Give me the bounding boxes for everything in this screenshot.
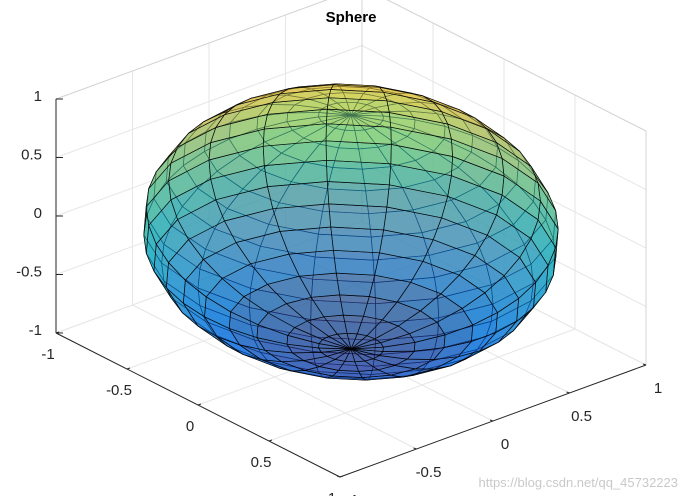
x-tick-mark (268, 439, 273, 442)
y-tick-label: 0 (501, 436, 509, 453)
z-tick-label: 0 (34, 205, 42, 222)
grid-line-z-right-wall (361, 45, 647, 190)
chart-title: Sphere (326, 9, 377, 26)
z-tick-label: -1 (29, 322, 42, 339)
surface-face (330, 226, 384, 254)
z-tick-label: 1 (34, 88, 42, 105)
y-tick-mark (566, 391, 570, 394)
surface-face (333, 249, 380, 276)
y-tick-label: -0.5 (416, 464, 442, 481)
surface-face (325, 140, 392, 165)
watermark-text: https://blog.csdn.net/qq_45732223 (479, 475, 679, 490)
surface-face (279, 226, 334, 255)
grid-line-y-floor (132, 304, 417, 450)
grid-line-z-left-wall (55, 45, 363, 158)
x-tick-mark (339, 475, 344, 478)
surface-face (326, 159, 392, 186)
surface-face (326, 181, 390, 208)
x-tick-mark (197, 403, 202, 406)
y-tick-label: 0.5 (571, 408, 592, 425)
surface-face (328, 89, 388, 102)
y-tick-mark (413, 447, 417, 450)
y-tick-mark (336, 475, 341, 478)
x-tick-label: 1 (328, 490, 336, 496)
box-edge-top-left (55, 0, 328, 100)
x-tick-label: -0.5 (106, 382, 132, 399)
x-tick-label: -1 (41, 346, 54, 363)
sphere-surface[interactable] (143, 83, 559, 381)
x-tick-label: 0.5 (251, 454, 272, 471)
x-tick-mark (55, 331, 60, 334)
z-tick-label: 0.5 (21, 146, 42, 163)
y-tick-mark (489, 419, 494, 422)
surface-face (328, 203, 388, 231)
box-edge-top-right (386, 0, 647, 132)
y-tick-label: 1 (654, 380, 662, 397)
x-tick-mark (126, 367, 131, 370)
surface-face (335, 272, 376, 297)
y-tick-label: -1 (345, 492, 358, 496)
x-tick-label: 0 (186, 418, 194, 435)
axis-ticks: -1 -0.5 0 0.5 1 -1 -0.5 0 0.5 1 -1 -0.5 0 0.5 1 (16, 88, 662, 496)
z-tick-label: -0.5 (16, 263, 42, 280)
y-tick-mark (642, 363, 647, 366)
